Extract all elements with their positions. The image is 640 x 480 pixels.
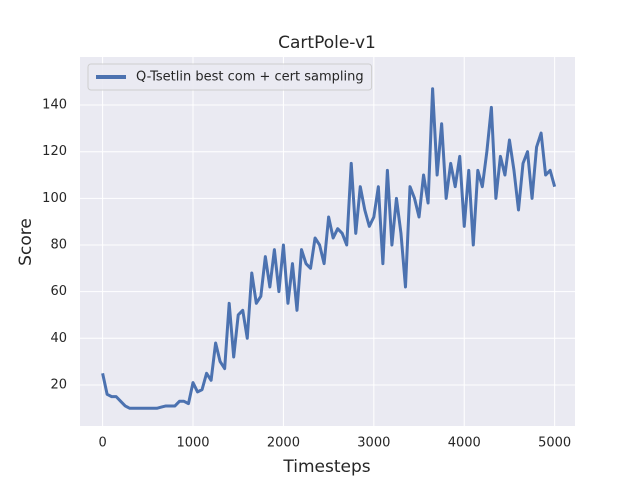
x-axis-label: Timesteps bbox=[282, 457, 370, 477]
x-tick-label: 2000 bbox=[267, 436, 300, 451]
y-tick-label: 120 bbox=[42, 144, 67, 159]
y-axis-label: Score bbox=[16, 218, 36, 266]
y-tick-label: 100 bbox=[42, 191, 67, 206]
chart-title: CartPole-v1 bbox=[278, 33, 376, 53]
y-tick-label: 60 bbox=[50, 284, 67, 299]
y-tick-label: 80 bbox=[50, 237, 67, 252]
legend-box bbox=[87, 63, 373, 91]
y-tick-label: 40 bbox=[50, 331, 67, 346]
legend-label: Q-Tsetlin best com + cert sampling bbox=[136, 70, 364, 85]
y-tick-label: 140 bbox=[42, 98, 67, 113]
series-line bbox=[101, 87, 557, 410]
x-tick-label: 1000 bbox=[176, 436, 209, 451]
x-tick-label: 3000 bbox=[357, 436, 390, 451]
grid bbox=[80, 57, 575, 426]
plot bbox=[101, 87, 557, 410]
y-tick-label: 20 bbox=[50, 377, 67, 392]
legend: Q-Tsetlin best com + cert sampling bbox=[87, 63, 373, 91]
x-tick-label: 5000 bbox=[538, 436, 571, 451]
x-tick-label: 0 bbox=[98, 436, 106, 451]
x-tick-label: 4000 bbox=[448, 436, 481, 451]
